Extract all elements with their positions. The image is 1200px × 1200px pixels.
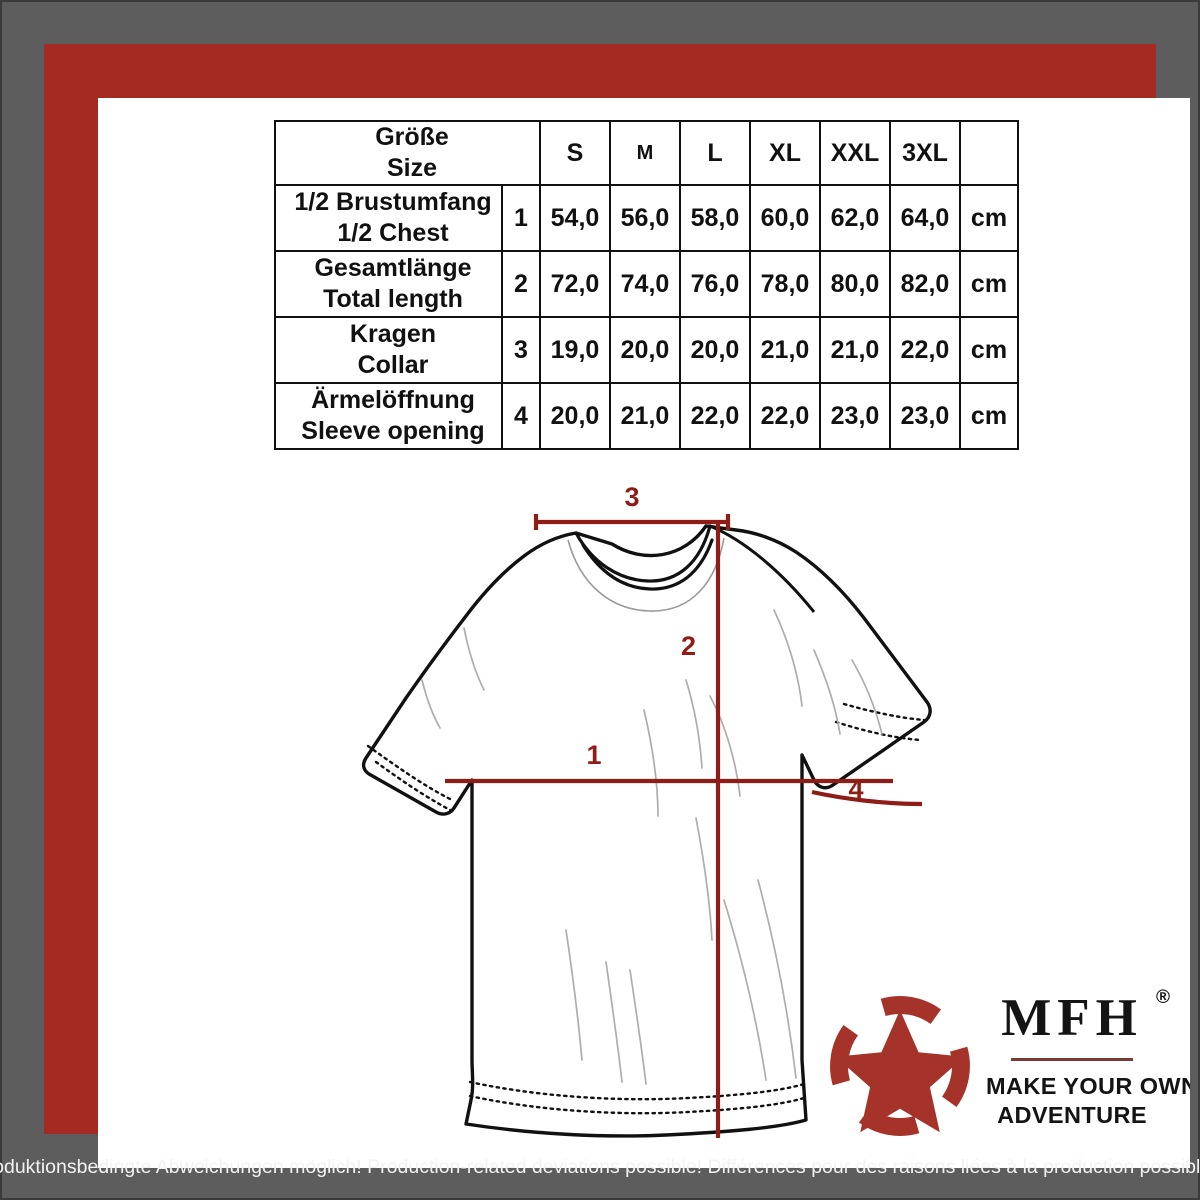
table-row: Kragen Collar 3 19,0 20,0 20,0 21,0 21,0… [274,316,1019,384]
collar-ribbing [574,524,714,591]
header-size-xl: XL [749,120,821,186]
row-index-4: 4 [501,382,541,450]
red-frame-border: Größe Size S M L XL XXL 3XL 1/2 Brustu [44,44,1190,1168]
header-label-de: Größe [375,123,449,152]
brand-wordmark: MFH ® [986,988,1170,1047]
collar-inner-line [567,537,725,612]
header-cell-size-label: Größe Size [274,120,541,186]
registered-trademark-icon: ® [1156,987,1170,1008]
row-label-en: 1/2 Chest [337,219,449,247]
table-header-row: Größe Size S M L XL XXL 3XL [274,120,1019,186]
disclaimer-text: Produktionsbedingte Abweichungen möglich… [0,1155,1200,1178]
row-index-3: 3 [501,316,541,384]
cell-collar-m: 20,0 [609,316,681,384]
header-label-en: Size [386,154,438,182]
logo-text-block: MFH ® MAKE YOUR OWN ADVENTURE [986,988,1190,1130]
tshirt-outline [361,524,932,1138]
measure-label-collar: 3 [624,482,639,512]
cell-length-3xl: 82,0 [889,250,961,318]
measure-label-total-length: 2 [681,631,696,661]
header-size-m: M [609,120,681,186]
cell-chest-m: 56,0 [609,184,681,252]
header-size-l: L [679,120,751,186]
content-card: Größe Size S M L XL XXL 3XL 1/2 Brustu [98,98,1190,1168]
row-label-en: Sleeve opening [301,417,485,445]
measure-line-sleeve-opening [811,789,923,807]
cell-collar-l: 20,0 [679,316,751,384]
measure-line-collar [533,514,731,530]
row-index-2: 2 [501,250,541,318]
cell-sleeve-l: 22,0 [679,382,751,450]
cell-length-xl: 78,0 [749,250,821,318]
table-row: Gesamtlänge Total length 2 72,0 74,0 76,… [274,250,1019,318]
row-label-de: Ärmelöffnung [311,386,475,415]
sleeve-hem-stitching-left [366,744,458,815]
cell-chest-xl: 60,0 [749,184,821,252]
tshirt-diagram: 3 2 1 4 [344,482,964,1150]
star-icon [824,990,976,1142]
cell-chest-3xl: 64,0 [889,184,961,252]
cell-length-s: 72,0 [539,250,611,318]
row-label-en: Total length [323,285,463,313]
size-table: Größe Size S M L XL XXL 3XL 1/2 Brustu [274,120,1019,450]
cell-sleeve-m: 21,0 [609,382,681,450]
row-label-total-length: Gesamtlänge Total length [274,250,503,318]
header-size-s: S [539,120,611,186]
sleeve-hem-stitching-right [834,702,926,742]
cell-chest-unit: cm [959,184,1019,252]
header-size-3xl: 3XL [889,120,961,186]
row-label-en: Collar [357,351,429,379]
shoulder-seam-right [709,524,816,613]
row-label-de: Gesamtlänge [314,254,472,283]
header-unit-cell [959,120,1019,186]
fabric-fold-lines [421,609,883,1085]
cell-chest-s: 54,0 [539,184,611,252]
mfh-logo: MFH ® MAKE YOUR OWN ADVENTURE [824,986,1190,1146]
row-label-collar: Kragen Collar [274,316,503,384]
table-row: 1/2 Brustumfang 1/2 Chest 1 54,0 56,0 58… [274,184,1019,252]
cell-sleeve-s: 20,0 [539,382,611,450]
cell-sleeve-xxl: 23,0 [819,382,891,450]
cell-chest-l: 58,0 [679,184,751,252]
disclaimer-footer: Produktionsbedingte Abweichungen möglich… [0,1134,1200,1200]
row-label-de: Kragen [349,320,437,349]
tagline-line-1: MAKE YOUR OWN [986,1073,1190,1099]
cell-collar-xl: 21,0 [749,316,821,384]
cell-sleeve-xl: 22,0 [749,382,821,450]
row-label-sleeve-opening: Ärmelöffnung Sleeve opening [274,382,503,450]
row-index-1: 1 [501,184,541,252]
cell-chest-xxl: 62,0 [819,184,891,252]
cell-collar-unit: cm [959,316,1019,384]
cell-sleeve-unit: cm [959,382,1019,450]
cell-length-xxl: 80,0 [819,250,891,318]
row-label-chest: 1/2 Brustumfang 1/2 Chest [274,184,503,252]
header-size-xxl: XXL [819,120,891,186]
cell-length-l: 76,0 [679,250,751,318]
row-label-de: 1/2 Brustumfang [294,188,492,217]
cell-length-m: 74,0 [609,250,681,318]
measure-label-chest: 1 [586,740,601,770]
measure-label-sleeve-opening: 4 [848,774,863,804]
cell-sleeve-3xl: 23,0 [889,382,961,450]
cell-length-unit: cm [959,250,1019,318]
bottom-hem-stitching [468,1080,806,1115]
cell-collar-3xl: 22,0 [889,316,961,384]
tagline-line-2: ADVENTURE [997,1102,1147,1129]
brand-name: MFH [1001,989,1143,1047]
cell-collar-s: 19,0 [539,316,611,384]
table-row: Ärmelöffnung Sleeve opening 4 20,0 21,0 … [274,382,1019,450]
cell-collar-xxl: 21,0 [819,316,891,384]
logo-divider [1011,1058,1133,1061]
